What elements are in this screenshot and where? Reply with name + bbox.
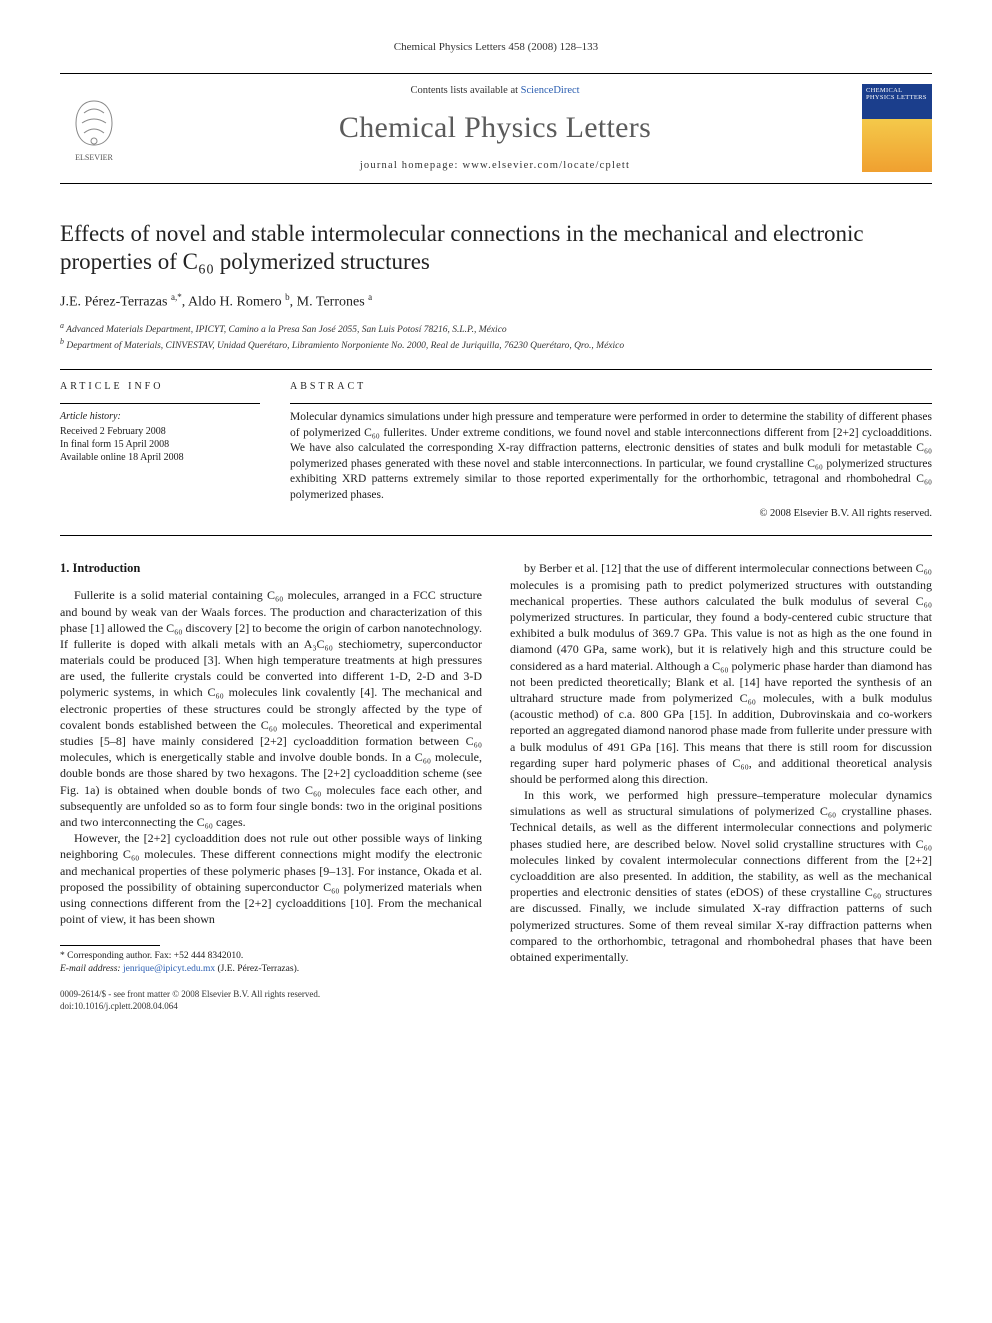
journal-name: Chemical Physics Letters <box>144 108 846 149</box>
abstract-body: Molecular dynamics simulations under hig… <box>290 410 932 503</box>
corresponding-author: * Corresponding author. Fax: +52 444 834… <box>60 950 482 975</box>
article-info-heading: ARTICLE INFO <box>60 380 260 394</box>
received-date: Received 2 February 2008 <box>60 425 260 438</box>
abstract: ABSTRACT Molecular dynamics simulations … <box>290 380 932 522</box>
contents-available: Contents lists available at ScienceDirec… <box>144 84 846 98</box>
abstract-copyright: © 2008 Elsevier B.V. All rights reserved… <box>290 507 932 521</box>
right-column: by Berber et al. [12] that the use of di… <box>510 560 932 1012</box>
elsevier-logo: ELSEVIER <box>60 89 128 167</box>
intro-para-2: However, the [2+2] cycloaddition does no… <box>60 830 482 927</box>
left-column: 1. Introduction Fullerite is a solid mat… <box>60 560 482 1012</box>
journal-cover-thumbnail: CHEMICAL PHYSICS LETTERS <box>862 84 932 172</box>
body-columns: 1. Introduction Fullerite is a solid mat… <box>60 560 932 1012</box>
online-date: Available online 18 April 2008 <box>60 451 260 464</box>
intro-para-4: In this work, we performed high pressure… <box>510 787 932 965</box>
info-abstract-row: ARTICLE INFO Article history: Received 2… <box>60 369 932 537</box>
homepage-url[interactable]: www.elsevier.com/locate/cplett <box>462 160 630 171</box>
article-info: ARTICLE INFO Article history: Received 2… <box>60 380 260 522</box>
footnote-separator <box>60 945 160 946</box>
journal-header: ELSEVIER Contents lists available at Sci… <box>60 73 932 184</box>
history-label: Article history: <box>60 410 260 424</box>
affiliations: a Advanced Materials Department, IPICYT,… <box>60 321 932 353</box>
header-center: Contents lists available at ScienceDirec… <box>144 84 846 173</box>
final-form-date: In final form 15 April 2008 <box>60 438 260 451</box>
intro-para-1: Fullerite is a solid material containing… <box>60 587 482 830</box>
article-title: Effects of novel and stable intermolecul… <box>60 220 932 278</box>
sciencedirect-link[interactable]: ScienceDirect <box>521 85 580 96</box>
authors: J.E. Pérez-Terrazas a,*, Aldo H. Romero … <box>60 291 932 313</box>
intro-para-3: by Berber et al. [12] that the use of di… <box>510 560 932 787</box>
journal-homepage: journal homepage: www.elsevier.com/locat… <box>144 159 846 173</box>
section-1-heading: 1. Introduction <box>60 560 482 577</box>
header-citation: Chemical Physics Letters 458 (2008) 128–… <box>60 40 932 55</box>
abstract-heading: ABSTRACT <box>290 380 932 394</box>
email-link[interactable]: jenrique@ipicyt.edu.mx <box>123 964 215 974</box>
page-footer: 0009-2614/$ - see front matter © 2008 El… <box>60 989 482 1012</box>
